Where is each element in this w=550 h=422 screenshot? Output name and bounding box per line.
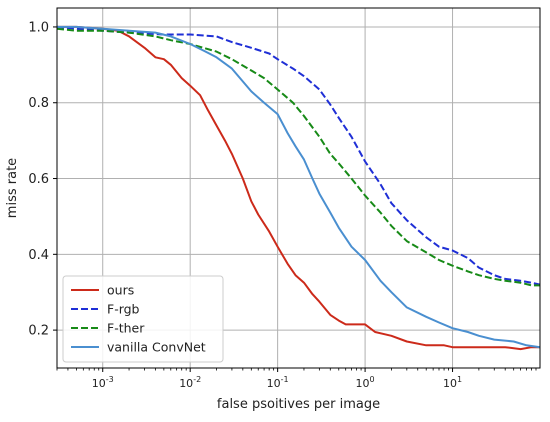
legend-label: F-ther	[107, 321, 145, 336]
x-tick-label: 100	[356, 375, 375, 390]
y-tick-label: 0.4	[28, 248, 49, 263]
series-line-f-rgb	[56, 25, 541, 286]
series-lines	[56, 25, 541, 351]
axis-ticks: 10-3 10-2 10-1 100 101 0.2 0.4 0.6 0.8 1.0	[28, 20, 537, 390]
legend-box	[62, 275, 224, 363]
y-tick-label: 0.6	[28, 172, 49, 187]
series-line-ours	[57, 25, 540, 351]
x-tick-label: 10-2	[179, 375, 201, 390]
y-tick-label: 1.0	[28, 20, 49, 35]
plot-frame	[56, 7, 541, 369]
series-line-f-ther	[56, 27, 540, 287]
series-line-vanilla-convnet	[57, 25, 541, 349]
x-tick-label: 10-3	[92, 375, 114, 390]
x-tick-label: 101	[443, 375, 462, 390]
x-axis-label: false psoitives per image	[217, 397, 380, 412]
x-tick-label: 10-1	[267, 375, 289, 390]
legend-label: F-rgb	[107, 302, 140, 317]
legend: ours F-rgb F-ther vanilla ConvNet	[62, 275, 224, 363]
legend-label: vanilla ConvNet	[107, 340, 206, 355]
y-tick-label: 0.8	[28, 96, 49, 111]
y-tick-label: 0.2	[28, 324, 49, 339]
y-axis-label: miss rate	[5, 158, 20, 218]
legend-label: ours	[107, 283, 134, 298]
